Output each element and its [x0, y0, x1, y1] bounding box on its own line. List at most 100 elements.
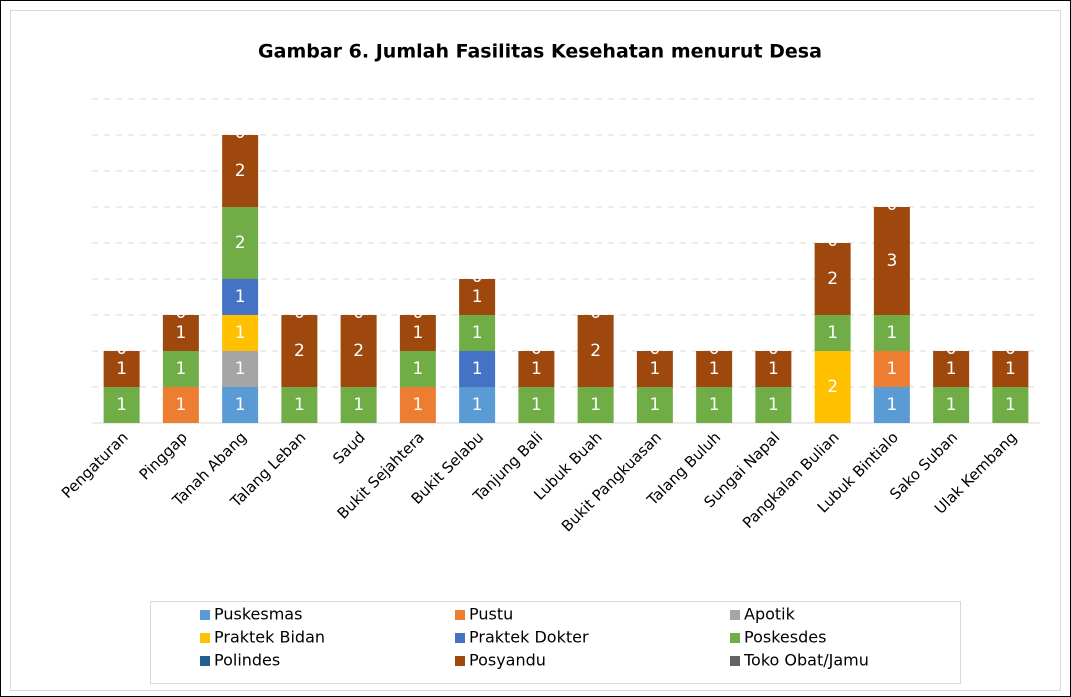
- bar-segment: [162, 351, 199, 387]
- bar-segment: [636, 387, 673, 423]
- bar-segment: [755, 387, 792, 423]
- data-label: 0: [353, 303, 364, 323]
- bar-segment: [933, 351, 970, 387]
- legend-swatch: [200, 610, 210, 620]
- legend: [150, 601, 961, 684]
- legend-swatch: [730, 633, 740, 643]
- bar-segment: [577, 315, 614, 387]
- data-label: 1: [886, 395, 897, 415]
- bar-segment: [992, 387, 1029, 423]
- data-label: 2: [827, 377, 838, 397]
- bar-segment: [873, 315, 910, 351]
- data-label: 1: [116, 395, 127, 415]
- data-label: 2: [235, 233, 246, 253]
- bar-segment: [222, 207, 259, 279]
- data-label: 0: [294, 303, 305, 323]
- bar-segment: [459, 279, 496, 315]
- legend-label: Posyandu: [469, 651, 546, 670]
- data-label: 1: [294, 395, 305, 415]
- bar-segment: [577, 387, 614, 423]
- data-label: 1: [649, 395, 660, 415]
- data-label: 1: [590, 395, 601, 415]
- bar-segment: [873, 387, 910, 423]
- bar-segment: [340, 387, 377, 423]
- data-label: 0: [946, 339, 957, 359]
- data-label: 0: [886, 195, 897, 215]
- legend-label: Polindes: [214, 651, 280, 670]
- data-label: 0: [1005, 339, 1016, 359]
- data-label: 0: [116, 339, 127, 359]
- data-label: 2: [235, 161, 246, 181]
- legend-swatch: [455, 656, 465, 666]
- data-label: 1: [235, 323, 246, 343]
- data-label: 1: [946, 395, 957, 415]
- data-label: 1: [886, 323, 897, 343]
- data-label: 1: [412, 359, 423, 379]
- bar-segment: [222, 315, 259, 351]
- legend-label: Praktek Bidan: [214, 628, 325, 647]
- bar-segment: [399, 387, 436, 423]
- bar-segment: [459, 387, 496, 423]
- data-label: 1: [709, 395, 720, 415]
- data-label: 1: [235, 287, 246, 307]
- data-label: 1: [353, 395, 364, 415]
- legend-label: Pustu: [469, 605, 513, 624]
- bar-segment: [814, 351, 851, 423]
- data-label: 1: [412, 395, 423, 415]
- data-label: 1: [235, 359, 246, 379]
- data-label: 1: [472, 323, 483, 343]
- bar-segment: [755, 351, 792, 387]
- data-label: 1: [768, 395, 779, 415]
- data-label: 0: [827, 231, 838, 251]
- chart-title: Gambar 6. Jumlah Fasilitas Kesehatan men…: [258, 41, 822, 63]
- legend-label: Apotik: [744, 605, 796, 624]
- bar-segment: [696, 351, 733, 387]
- data-label: 1: [531, 359, 542, 379]
- bar-segment: [518, 387, 555, 423]
- data-label: 2: [590, 341, 601, 361]
- data-label: 1: [472, 395, 483, 415]
- legend-label: Praktek Dokter: [469, 628, 589, 647]
- bar-segment: [222, 351, 259, 387]
- data-label: 0: [175, 303, 186, 323]
- data-label: 1: [175, 395, 186, 415]
- data-label: 1: [175, 323, 186, 343]
- bar-segment: [162, 315, 199, 351]
- legend-swatch: [730, 610, 740, 620]
- data-label: 0: [649, 339, 660, 359]
- bar-segment: [636, 351, 673, 387]
- bar-segment: [518, 351, 555, 387]
- bar-segment: [281, 387, 318, 423]
- bar-segment: [340, 315, 377, 387]
- data-label: 1: [709, 359, 720, 379]
- data-label: 0: [590, 303, 601, 323]
- bar-segment: [399, 315, 436, 351]
- data-label: 3: [886, 251, 897, 271]
- data-label: 0: [472, 267, 483, 287]
- legend-swatch: [455, 610, 465, 620]
- bar-segment: [281, 315, 318, 387]
- legend-swatch: [200, 633, 210, 643]
- legend-swatch: [455, 633, 465, 643]
- data-label: 1: [175, 359, 186, 379]
- data-label: 2: [827, 269, 838, 289]
- data-label: 2: [294, 341, 305, 361]
- bar-segment: [814, 243, 851, 315]
- data-label: 1: [946, 359, 957, 379]
- bar-segment: [103, 387, 140, 423]
- data-label: 1: [1005, 359, 1016, 379]
- data-label: 0: [531, 339, 542, 359]
- data-label: 1: [116, 359, 127, 379]
- bar-segment: [162, 387, 199, 423]
- bar-segment: [992, 351, 1029, 387]
- data-label: 0: [235, 123, 246, 143]
- legend-label: Puskesmas: [214, 605, 302, 624]
- data-label: 1: [412, 323, 423, 343]
- data-label: 1: [531, 395, 542, 415]
- data-label: 0: [709, 339, 720, 359]
- bar-segment: [814, 315, 851, 351]
- data-label: 1: [649, 359, 660, 379]
- data-label: 1: [1005, 395, 1016, 415]
- data-label: 1: [886, 359, 897, 379]
